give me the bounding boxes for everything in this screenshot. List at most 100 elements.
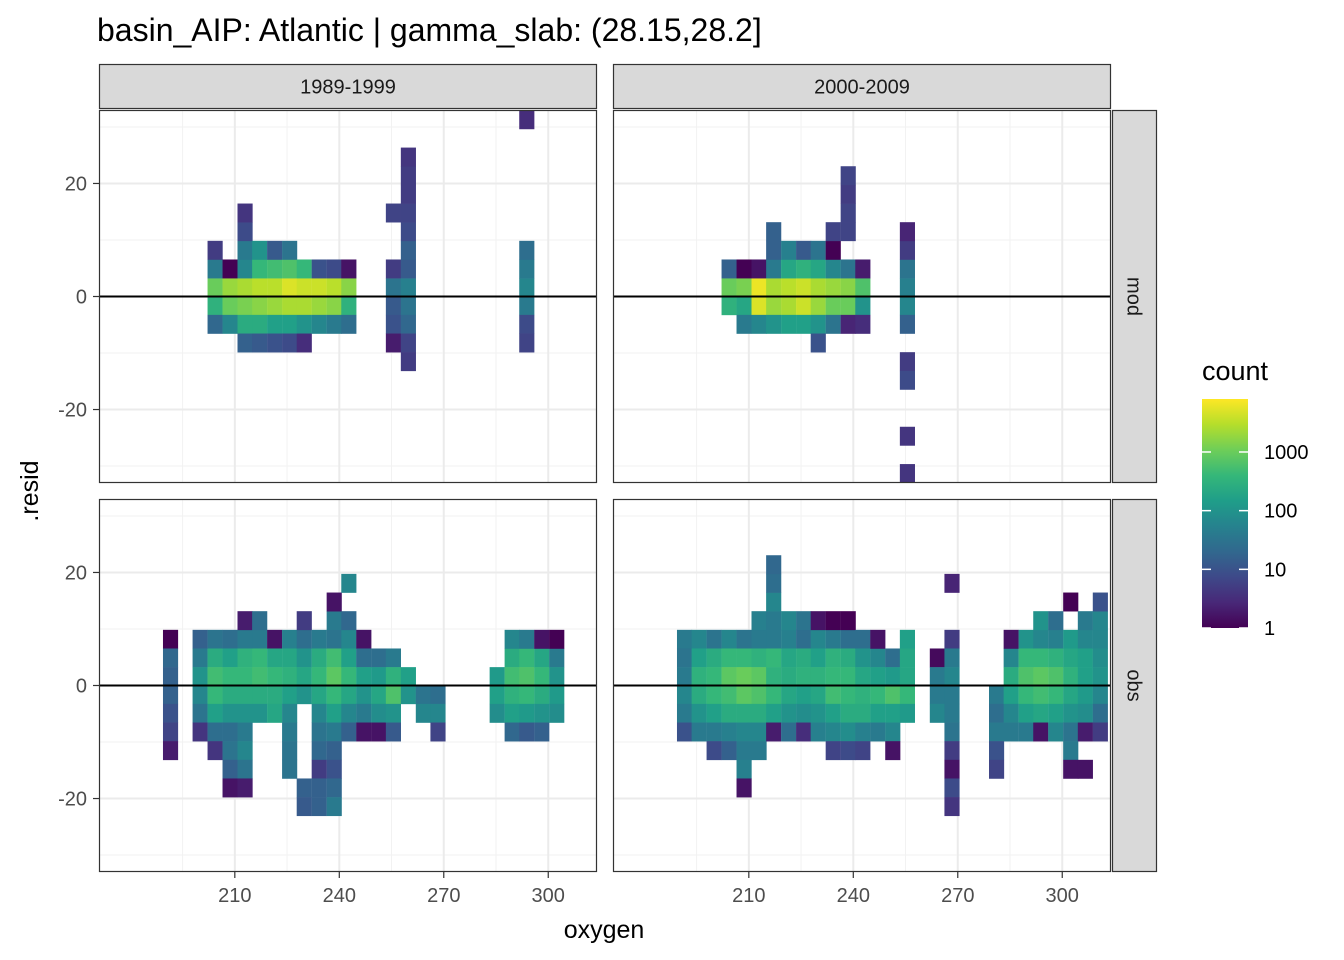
heatmap-bin (222, 629, 238, 649)
heatmap-bin (1077, 629, 1093, 649)
heatmap-bin (736, 703, 752, 723)
heatmap-bin (810, 722, 826, 742)
facet-strip-label: 1989-1999 (300, 77, 396, 99)
heatmap-bin (252, 259, 268, 279)
heatmap-bin (385, 703, 401, 723)
heatmap-bin (282, 629, 298, 649)
heatmap-bin (989, 759, 1005, 779)
heatmap-bin (222, 759, 238, 779)
heatmap-bin (296, 667, 312, 687)
heatmap-bin (341, 573, 357, 593)
heatmap-bin (222, 296, 238, 316)
heatmap-bin (676, 722, 693, 742)
heatmap-bin (371, 703, 387, 723)
heatmap-bin (855, 259, 871, 279)
heatmap-bin (282, 333, 298, 353)
heatmap-bin (796, 240, 812, 260)
heatmap-bin (810, 703, 826, 723)
heatmap-bin (796, 667, 812, 687)
heatmap-bin (1033, 703, 1049, 723)
heatmap-bin (944, 759, 960, 779)
color-legend: count 1 10 100 1000 (1202, 356, 1309, 640)
facet-strip-row: obs (1111, 498, 1158, 873)
heatmap-bin (944, 741, 960, 761)
heatmap-bin (840, 722, 856, 742)
heatmap-bin (736, 278, 752, 298)
heatmap-bin (781, 259, 797, 279)
heatmap-bin (207, 685, 223, 705)
heatmap-bin (267, 259, 283, 279)
heatmap-bin (252, 648, 268, 668)
heatmap-bin (207, 278, 223, 298)
facet-strip-row: mod (1111, 109, 1158, 484)
heatmap-bin (899, 426, 915, 446)
heatmap-bin (899, 240, 915, 260)
heatmap-bin (781, 611, 797, 631)
heatmap-bin (751, 314, 767, 334)
heatmap-bin (326, 611, 342, 631)
heatmap-bin (899, 629, 915, 649)
heatmap-bin (341, 703, 357, 723)
legend-break-label: 10 (1264, 559, 1286, 581)
heatmap-bin (899, 667, 915, 687)
heatmap-bin (252, 278, 268, 298)
heatmap-bin (400, 147, 416, 167)
x-tick-label: 300 (532, 885, 565, 907)
heatmap-bin (676, 667, 693, 687)
heatmap-bin (519, 278, 535, 298)
heatmap-bin (282, 259, 298, 279)
heatmap-bin (1092, 685, 1108, 705)
heatmap-bin (207, 722, 223, 742)
heatmap-bin (1003, 685, 1019, 705)
heatmap-bin (899, 259, 915, 279)
heatmap-bin (1092, 611, 1108, 631)
heatmap-bin (430, 722, 446, 742)
heatmap-bin (944, 797, 960, 817)
heatmap-bin (1063, 759, 1079, 779)
heatmap-bin (282, 296, 298, 316)
heatmap-bin (944, 667, 960, 687)
heatmap-bin (706, 703, 722, 723)
heatmap-bin (296, 611, 312, 631)
heatmap-bin (870, 722, 886, 742)
heatmap-bin (855, 667, 871, 687)
heatmap-bin (222, 314, 238, 334)
heatmap-bin (691, 722, 707, 742)
y-tick-label: 0 (76, 287, 87, 309)
heatmap-bin (1063, 667, 1079, 687)
heatmap-bin (929, 685, 945, 705)
heatmap-bin (1018, 629, 1034, 649)
heatmap-bin (899, 314, 915, 334)
heatmap-bin (751, 278, 767, 298)
heatmap-bin (237, 296, 253, 316)
heatmap-bin (296, 629, 312, 649)
heatmap-bin (519, 240, 535, 260)
heatmap-bin (885, 667, 901, 687)
heatmap-bin (810, 296, 826, 316)
heatmap-bin (237, 759, 253, 779)
heatmap-bin (796, 296, 812, 316)
heatmap-bin (222, 259, 238, 279)
heatmap-bin (840, 685, 856, 705)
heatmap-bin (311, 741, 327, 761)
heatmap-bin (207, 259, 223, 279)
facet-strip-label: obs (1123, 669, 1145, 701)
heatmap-bin (825, 741, 841, 761)
heatmap-bin (489, 703, 505, 723)
heatmap-bin (676, 648, 693, 668)
heatmap-bin (781, 722, 797, 742)
heatmap-bin (237, 333, 253, 353)
heatmap-bin (1063, 685, 1079, 705)
heatmap-bin (282, 240, 298, 260)
heatmap-bin (676, 685, 693, 705)
heatmap-bin (1018, 703, 1034, 723)
heatmap-bin (341, 611, 357, 631)
heatmap-bin (944, 685, 960, 705)
heatmap-bin (736, 722, 752, 742)
heatmap-bin (706, 648, 722, 668)
heatmap-bin (1003, 667, 1019, 687)
heatmap-bin (326, 314, 342, 334)
heatmap-bin (400, 166, 416, 186)
heatmap-bin (356, 685, 372, 705)
heatmap-bin (751, 296, 767, 316)
